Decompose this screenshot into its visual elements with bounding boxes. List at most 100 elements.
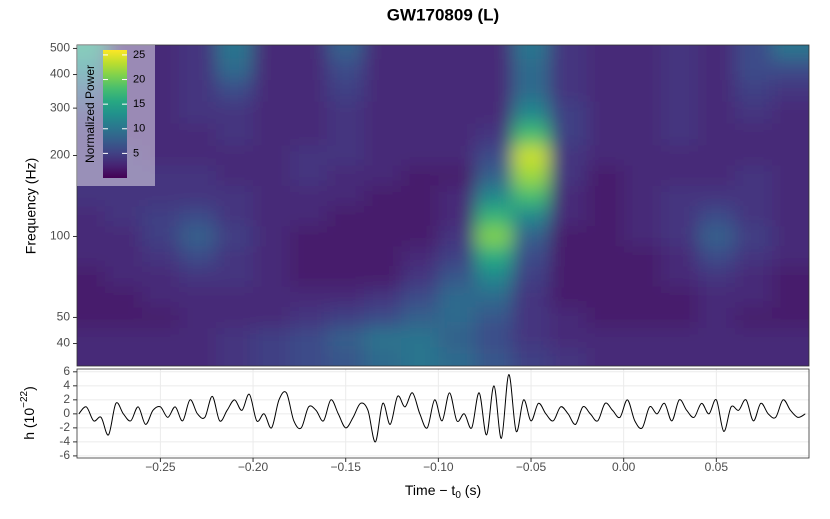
heatmap-cell bbox=[771, 205, 809, 227]
heatmap-cell bbox=[475, 58, 513, 80]
heatmap-cell bbox=[253, 286, 291, 308]
heatmap-cell bbox=[586, 346, 625, 366]
heatmap-cell bbox=[141, 286, 180, 308]
heatmap-cell bbox=[512, 225, 551, 247]
heatmap-cell bbox=[77, 185, 106, 207]
heatmap-cell bbox=[771, 101, 809, 124]
heatmap-cell bbox=[77, 101, 106, 124]
heatmap-cell bbox=[401, 245, 439, 267]
heatmap-cell bbox=[141, 205, 180, 227]
heatmap-cell bbox=[697, 205, 736, 227]
heatmap-cell bbox=[215, 346, 254, 366]
heatmap-cell bbox=[178, 45, 217, 60]
heatmap-cell bbox=[290, 45, 328, 60]
y-tick-label: -6 bbox=[59, 448, 70, 462]
heatmap-cell bbox=[438, 205, 476, 227]
heatmap-cell bbox=[253, 265, 291, 287]
heatmap-cell bbox=[178, 327, 217, 348]
heatmap-cell bbox=[586, 327, 625, 348]
heatmap-cell bbox=[586, 306, 625, 329]
heatmap-cell bbox=[438, 245, 476, 267]
heatmap-cell bbox=[290, 286, 328, 308]
heatmap-cell bbox=[215, 205, 254, 227]
heatmap-cell bbox=[623, 185, 662, 207]
label-part: Time − t bbox=[405, 482, 456, 498]
heatmap-cell bbox=[512, 286, 551, 308]
heatmap-cell bbox=[475, 245, 513, 267]
heatmap-cell bbox=[290, 245, 328, 267]
heatmap-cell bbox=[734, 185, 773, 207]
heatmap-cell bbox=[364, 225, 402, 247]
heatmap-cell bbox=[104, 306, 143, 329]
heatmap-cell bbox=[586, 164, 625, 186]
heatmap-cell bbox=[586, 245, 625, 267]
heatmap-cell bbox=[586, 58, 625, 80]
heatmap-cell bbox=[327, 123, 365, 146]
heatmap-cell bbox=[290, 123, 328, 146]
heatmap-cell bbox=[327, 58, 365, 80]
heatmap-cell bbox=[623, 45, 662, 60]
heatmap-cell bbox=[771, 306, 809, 329]
heatmap-cell bbox=[141, 58, 180, 80]
heatmap-cell bbox=[290, 306, 328, 329]
heatmap-cell bbox=[660, 185, 699, 207]
heatmap-cell bbox=[401, 346, 439, 366]
heatmap-cell bbox=[623, 79, 662, 102]
heatmap-cell bbox=[401, 205, 439, 227]
heatmap-cell bbox=[697, 123, 736, 146]
heatmap-cell bbox=[438, 79, 476, 102]
x-tick-label: 0.00 bbox=[612, 460, 636, 474]
heatmap-cell bbox=[327, 245, 365, 267]
heatmap-cell bbox=[549, 79, 588, 102]
heatmap-cell bbox=[327, 101, 365, 124]
heatmap-cell bbox=[104, 225, 143, 247]
heatmap-cell bbox=[215, 185, 254, 207]
heatmap-cell bbox=[178, 346, 217, 366]
heatmap-cell bbox=[215, 225, 254, 247]
heatmap-cell bbox=[141, 306, 180, 329]
heatmap-cell bbox=[549, 58, 588, 80]
heatmap-cell bbox=[104, 327, 143, 348]
heatmap-cell bbox=[215, 101, 254, 124]
heatmap-cell bbox=[253, 164, 291, 186]
heatmap-cell bbox=[364, 346, 402, 366]
y-tick-label: 300 bbox=[50, 100, 70, 114]
heatmap-cell bbox=[734, 79, 773, 102]
heatmap-cell bbox=[104, 185, 143, 207]
heatmap-cell bbox=[586, 265, 625, 287]
heatmap-cell bbox=[215, 58, 254, 80]
heatmap-cell bbox=[178, 58, 217, 80]
heatmap-cell bbox=[512, 346, 551, 366]
heatmap-cell bbox=[475, 346, 513, 366]
heatmap-cell bbox=[475, 306, 513, 329]
panel-border bbox=[76, 368, 810, 459]
heatmap-cell bbox=[734, 45, 773, 60]
heatmap-cell bbox=[401, 306, 439, 329]
heatmap-cell bbox=[141, 79, 180, 102]
heatmap-cell bbox=[77, 245, 106, 267]
colorbar-tick-label: 25 bbox=[133, 49, 145, 61]
heatmap-cell bbox=[401, 79, 439, 102]
heatmap-cell bbox=[623, 123, 662, 146]
heatmap-cell bbox=[623, 164, 662, 186]
heatmap-cell bbox=[253, 327, 291, 348]
y-tick-label: -4 bbox=[59, 434, 70, 448]
heatmap-cell bbox=[549, 185, 588, 207]
heatmap-cell bbox=[401, 101, 439, 124]
heatmap-cell bbox=[438, 185, 476, 207]
heatmap-cell bbox=[660, 205, 699, 227]
heatmap-cell bbox=[549, 123, 588, 146]
heatmap-cell bbox=[549, 286, 588, 308]
heatmap-cell bbox=[438, 306, 476, 329]
heatmap-cell bbox=[549, 144, 588, 166]
heatmap-cell bbox=[734, 225, 773, 247]
heatmap-cell bbox=[660, 144, 699, 166]
heatmap-cell bbox=[734, 164, 773, 186]
heatmap-cell bbox=[253, 58, 291, 80]
y-tick-label: 50 bbox=[57, 310, 71, 324]
heatmap-cell bbox=[771, 123, 809, 146]
heatmap-cell bbox=[549, 265, 588, 287]
heatmap-cell bbox=[623, 327, 662, 348]
heatmap-cell bbox=[178, 245, 217, 267]
